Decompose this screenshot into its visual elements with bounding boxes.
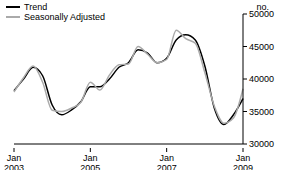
svg-text:30000: 30000 xyxy=(249,139,274,149)
svg-text:Jan: Jan xyxy=(236,153,251,163)
svg-text:Jan: Jan xyxy=(7,153,22,163)
html-text:Seasonally Adjusted: Seasonally Adjusted xyxy=(24,12,106,22)
svg-text:40000: 40000 xyxy=(249,74,274,84)
svg-text:2009: 2009 xyxy=(233,163,253,170)
svg-text:45000: 45000 xyxy=(249,42,274,52)
svg-text:Jan: Jan xyxy=(83,153,98,163)
html-text:no.: no. xyxy=(256,2,269,12)
svg-text:2003: 2003 xyxy=(4,163,24,170)
svg-text:2007: 2007 xyxy=(157,163,177,170)
html-text:Trend: Trend xyxy=(24,2,48,12)
svg-text:2005: 2005 xyxy=(80,163,100,170)
svg-text:50000: 50000 xyxy=(249,9,274,20)
svg-text:Jan: Jan xyxy=(159,153,174,163)
svg-text:35000: 35000 xyxy=(249,107,274,117)
